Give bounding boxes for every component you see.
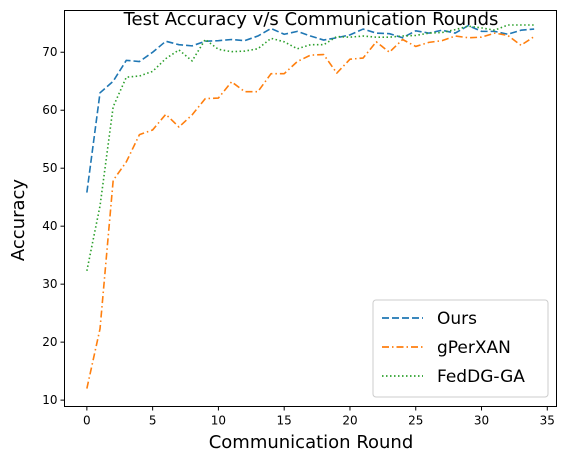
x-tick-label: 25 — [408, 414, 423, 428]
legend-entry: Ours — [382, 309, 477, 329]
x-tick-label: 20 — [342, 414, 357, 428]
y-tick-label: 70 — [42, 45, 57, 59]
x-tick-label: 5 — [149, 414, 157, 428]
y-tick-label: 20 — [42, 335, 57, 349]
legend-label: gPerXAN — [437, 338, 511, 358]
x-axis-label: Communication Round — [209, 432, 414, 453]
series-0 — [86, 24, 535, 193]
y-tick-label: 30 — [42, 277, 57, 291]
legend: Ours gPerXAN FedDG-GA — [372, 299, 549, 398]
x-tick-label: 15 — [277, 414, 292, 428]
y-tick-label: 40 — [42, 219, 57, 233]
chart-title: Test Accuracy v/s Communication Rounds — [123, 9, 499, 30]
x-tick-label: 10 — [211, 414, 226, 428]
series-2 — [86, 24, 535, 271]
legend-label: Ours — [437, 309, 477, 329]
x-tick-label: 30 — [474, 414, 489, 428]
x-axis-ticks: 0 5 10 15 20 25 30 35 — [83, 406, 555, 428]
y-tick-label: 60 — [42, 103, 57, 117]
y-axis-ticks: 10 20 30 40 50 60 70 — [42, 45, 65, 407]
series-layer — [86, 24, 535, 389]
y-tick-label: 50 — [42, 161, 57, 175]
y-tick-label: 10 — [42, 393, 57, 407]
series-1 — [86, 32, 535, 389]
x-tick-label: 35 — [540, 414, 555, 428]
legend-box — [372, 299, 549, 398]
legend-entry: gPerXAN — [382, 338, 511, 358]
legend-entry: FedDG-GA — [382, 367, 525, 387]
series-line — [86, 32, 535, 389]
plot-area-frame — [64, 10, 557, 407]
x-tick-label: 0 — [83, 414, 91, 428]
y-axis-label: Accuracy — [8, 179, 29, 262]
legend-label: FedDG-GA — [437, 367, 525, 387]
